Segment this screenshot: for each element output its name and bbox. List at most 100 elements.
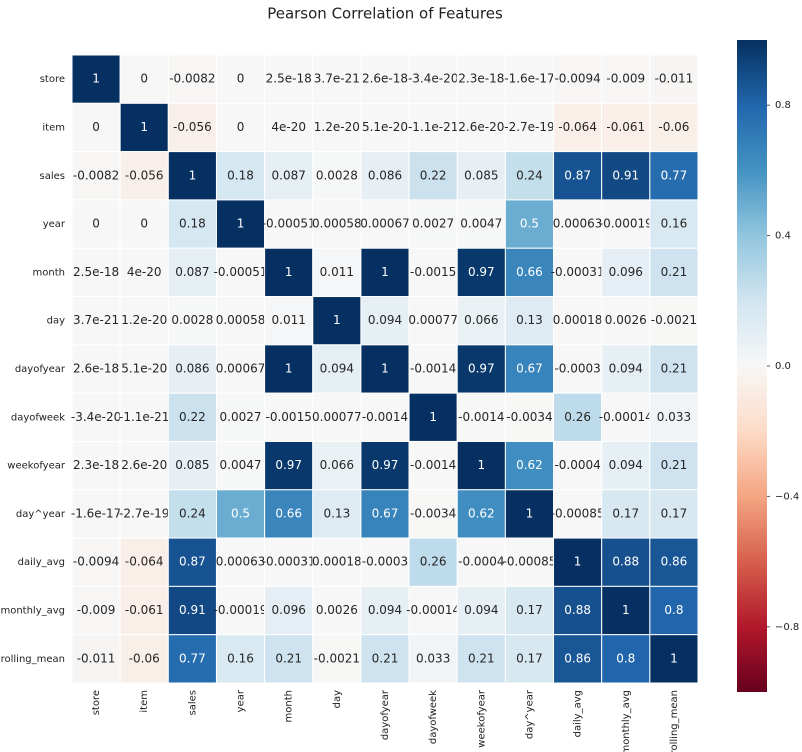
cell-label: -0.06 <box>658 120 689 134</box>
cell-label: 0.011 <box>272 313 306 327</box>
cell-label: -0.0004 <box>458 555 504 569</box>
heatmap-cell <box>408 54 458 104</box>
y-tick-label: rolling_mean <box>1 654 65 665</box>
heatmap-cell <box>504 102 555 153</box>
heatmap-cell <box>553 392 603 442</box>
heatmap-cell <box>119 489 169 539</box>
heatmap-cell <box>167 489 217 539</box>
cell-label: -0.0082 <box>169 72 215 86</box>
cell-label: -0.064 <box>558 120 597 134</box>
heatmap-cell <box>360 344 410 394</box>
heatmap-cell <box>312 440 362 491</box>
cell-label: 0.0028 <box>171 313 213 327</box>
cell-label: 0.094 <box>320 362 354 376</box>
heatmap-cell <box>408 440 458 491</box>
cell-label: 0.00018 <box>553 313 603 327</box>
heatmap-cell <box>71 489 121 539</box>
heatmap-cell <box>312 54 362 104</box>
heatmap-cell <box>553 199 603 249</box>
cell-label: 1 <box>285 265 293 279</box>
cell-label: -0.0034 <box>410 506 456 520</box>
cell-label: 0.0027 <box>220 410 262 424</box>
cell-label: -0.00085 <box>551 506 605 520</box>
heatmap-cell <box>601 54 651 104</box>
heatmap-cell <box>504 634 555 684</box>
colorbar-tick-label: 0.0 <box>775 361 791 372</box>
heatmap-cell <box>456 102 506 153</box>
cell-label: 0 <box>140 72 148 86</box>
cell-label: 0.24 <box>179 506 206 520</box>
cell-label: 2.5e-18 <box>73 265 119 279</box>
heatmap-cell <box>649 537 699 587</box>
cell-label: 0.094 <box>464 603 498 617</box>
cell-label: 0 <box>92 120 100 134</box>
heatmap-cell <box>264 585 314 636</box>
cell-label: 0 <box>140 217 148 231</box>
cell-label: 0.085 <box>175 458 209 472</box>
heatmap-cell <box>264 344 314 394</box>
x-tick-label: dayofyear <box>380 689 391 740</box>
cell-label: 0.77 <box>661 168 688 182</box>
heatmap-cell <box>553 296 603 346</box>
cell-label: 2.6e-18 <box>73 362 119 376</box>
heatmap-cell <box>312 344 362 394</box>
heatmap-cell <box>649 585 699 636</box>
cell-label: -0.009 <box>606 72 645 86</box>
heatmap-cell <box>119 151 169 201</box>
x-tick-label: day <box>332 690 343 708</box>
colorbar-tick-label: −0.4 <box>775 491 799 502</box>
cell-label: -0.00051 <box>262 217 316 231</box>
cell-label: -0.0014 <box>410 362 456 376</box>
y-tick-label: sales <box>40 171 65 182</box>
heatmap-cell <box>601 634 651 684</box>
heatmap-cell <box>215 537 266 587</box>
heatmap-cell <box>167 102 217 153</box>
cell-label: 0.16 <box>227 651 254 665</box>
cell-label: 0.033 <box>657 410 691 424</box>
cell-label: -0.0014 <box>458 410 504 424</box>
cell-label: 1 <box>237 217 245 231</box>
cell-label: -0.009 <box>77 603 116 617</box>
heatmap-cell <box>167 54 217 104</box>
cell-label: 1 <box>622 603 630 617</box>
cell-label: 1 <box>92 72 100 86</box>
cell-label: 1 <box>285 362 293 376</box>
cell-label: 0.86 <box>661 555 688 569</box>
cell-label: -0.011 <box>655 72 694 86</box>
cell-label: 1 <box>333 313 341 327</box>
cell-label: 0 <box>237 120 245 134</box>
cell-label: -1.6e-17 <box>71 506 121 520</box>
heatmap-cell <box>71 102 121 153</box>
cell-label: 0.094 <box>368 603 402 617</box>
cell-label: 2.5e-18 <box>266 72 312 86</box>
heatmap-cell <box>312 489 362 539</box>
heatmap-cell <box>71 199 121 249</box>
heatmap-cell <box>408 199 458 249</box>
heatmap-cell <box>167 585 217 636</box>
cell-label: 0.086 <box>368 168 402 182</box>
cell-label: -1.1e-21 <box>408 120 458 134</box>
heatmap-cell <box>504 151 555 201</box>
cell-label: 0 <box>92 217 100 231</box>
x-tick-label: store <box>91 690 102 715</box>
cell-label: 0.21 <box>661 458 688 472</box>
heatmap-cell <box>264 296 314 346</box>
cell-label: -0.011 <box>77 651 116 665</box>
heatmap-cell <box>264 392 314 442</box>
heatmap-cell <box>119 585 169 636</box>
cell-label: 0.8 <box>616 651 635 665</box>
heatmap-cell <box>360 634 410 684</box>
heatmap-cell <box>312 634 362 684</box>
heatmap-cell <box>119 54 169 104</box>
heatmap-cell <box>601 392 651 442</box>
heatmap-cell <box>71 344 121 394</box>
cell-label: 0.66 <box>516 265 543 279</box>
heatmap-cell <box>408 634 458 684</box>
colorbar-tick-label: −0.8 <box>775 622 799 633</box>
heatmap-cell <box>360 489 410 539</box>
x-tick-label: weekofyear <box>476 689 487 748</box>
cell-label: 1 <box>574 555 582 569</box>
heatmap-cell <box>504 344 555 394</box>
cell-label: -0.0014 <box>362 410 408 424</box>
cell-label: -0.0094 <box>554 72 600 86</box>
